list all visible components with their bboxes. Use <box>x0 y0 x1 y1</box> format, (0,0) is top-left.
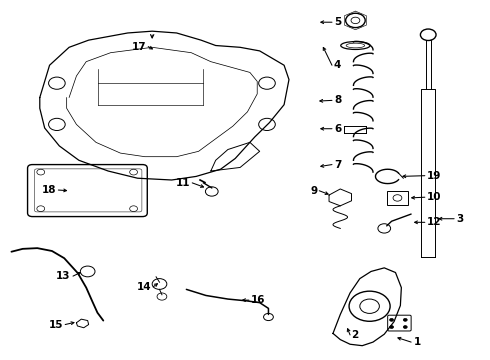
Text: 12: 12 <box>427 217 441 227</box>
Text: 13: 13 <box>56 271 71 281</box>
Text: 5: 5 <box>334 17 341 27</box>
Text: 18: 18 <box>42 185 56 195</box>
Text: 7: 7 <box>334 159 342 170</box>
Circle shape <box>390 319 393 321</box>
Text: 15: 15 <box>49 320 63 329</box>
Circle shape <box>403 319 407 321</box>
Text: 6: 6 <box>334 124 341 134</box>
Text: 4: 4 <box>334 60 342 70</box>
Text: 16: 16 <box>251 295 266 305</box>
Text: 9: 9 <box>310 186 318 196</box>
Text: 11: 11 <box>176 178 190 188</box>
Text: 14: 14 <box>137 282 151 292</box>
Text: 19: 19 <box>427 171 441 181</box>
Text: 1: 1 <box>414 337 421 347</box>
Text: 10: 10 <box>427 192 441 202</box>
Circle shape <box>390 325 393 328</box>
Text: 3: 3 <box>456 214 464 224</box>
Circle shape <box>403 325 407 328</box>
Text: 17: 17 <box>132 42 147 51</box>
Text: 8: 8 <box>334 95 341 105</box>
Text: 2: 2 <box>351 330 359 340</box>
